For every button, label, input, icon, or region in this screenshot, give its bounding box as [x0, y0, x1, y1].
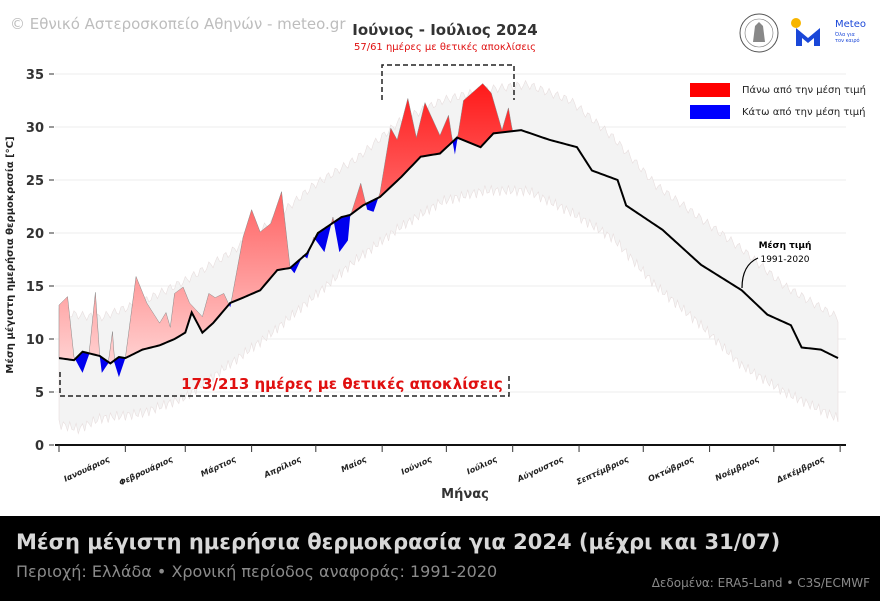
y-tick-label: 35	[26, 68, 44, 83]
legend-label: Κάτω από την μέση τιμή	[742, 106, 866, 118]
meteo-logo-name: Meteo	[835, 19, 866, 30]
x-tick-label: Αύγουστος	[515, 455, 565, 485]
x-axis: Ιανουάριος Φεβρουάριος Μάρτιος Απρίλιος Μαίο…	[55, 444, 846, 488]
chart-title: Μέση μέγιστη ημερήσια θερμοκρασία για 20…	[16, 530, 781, 554]
copyright-text: © Εθνικό Αστεροσκοπείο Αθηνών - meteo.gr	[10, 15, 346, 33]
y-tick-label: 20	[26, 227, 44, 242]
mean-line	[58, 129, 839, 365]
meteo-logo: Meteo Όλα για τον καιρό	[790, 16, 870, 50]
y-tick-label: 0	[35, 439, 44, 454]
x-tick-label: Απρίλιος	[261, 454, 302, 480]
y-axis-label: Μέση μέγιστη ημερήσια θερμοκρασία [°C]	[4, 136, 16, 373]
x-tick-label: Μάρτιος	[199, 455, 237, 479]
data-source: Δεδομένα: ERA5-Land • C3S/ECMWF	[651, 576, 870, 590]
y-tick-label: 15	[26, 280, 44, 295]
period-box	[59, 372, 510, 397]
y-tick-label: 30	[26, 121, 44, 136]
highlight-subtitle: 57/61 ημέρες με θετικές αποκλίσεις	[353, 42, 537, 53]
x-tick-label: Ιούλιος	[465, 455, 498, 477]
legend-item-below: Κάτω από την μέση τιμή	[690, 105, 865, 119]
y-tick-label: 5	[35, 386, 44, 401]
legend-swatch-blue	[690, 105, 730, 119]
x-tick-label: Ιούνιος	[400, 455, 434, 477]
reference-range-band	[58, 79, 839, 435]
x-tick-label: Νοέμβριος	[713, 454, 760, 483]
legend-label: Πάνω από την μέση τιμή	[742, 84, 867, 96]
period-annotation: 173/213 ημέρες με θετικές αποκλίσεις	[181, 375, 503, 393]
mean-annotation-period: 1991-2020	[760, 255, 809, 265]
x-tick-label: Οκτώβριος	[646, 454, 695, 484]
x-tick-label: Μαίος	[339, 454, 368, 475]
highlight-title: Ιούνιος - Ιούλιος 2024	[352, 21, 538, 39]
y-tick-label: 25	[26, 174, 44, 189]
x-tick-label: Δεκέμβριος	[774, 454, 826, 485]
meteo-logo-tagline: Όλα για τον καιρό	[835, 32, 860, 44]
mean-annotation-title: Μέση τιμή	[759, 240, 812, 251]
footer: Μέση μέγιστη ημερήσια θερμοκρασία για 20…	[0, 516, 880, 601]
x-tick-label: Ιανουάριος	[62, 455, 111, 484]
legend-item-above: Πάνω από την μέση τιμή	[690, 83, 866, 97]
legend-swatch-red	[690, 83, 730, 97]
x-tick-label: Φεβρουάριος	[118, 455, 175, 488]
y-axis: 0 5 10 15 20 25 30 35	[26, 68, 54, 454]
y-tick-label: 10	[26, 333, 44, 348]
x-tick-label: Σεπτέμβριος	[575, 454, 631, 487]
temperature-chart: 173/213 ημέρες με θετικές αποκλίσεις Μέσ…	[4, 64, 846, 502]
chart-subtitle: Περιοχή: Ελλάδα • Χρονική περίοδος αναφο…	[16, 562, 498, 581]
x-axis-label: Μήνας	[441, 487, 489, 502]
meteo-m-icon	[791, 18, 820, 46]
mean-annotation-arrow	[741, 257, 759, 289]
observatory-seal-logo	[739, 13, 779, 53]
june-july-box	[381, 64, 515, 100]
